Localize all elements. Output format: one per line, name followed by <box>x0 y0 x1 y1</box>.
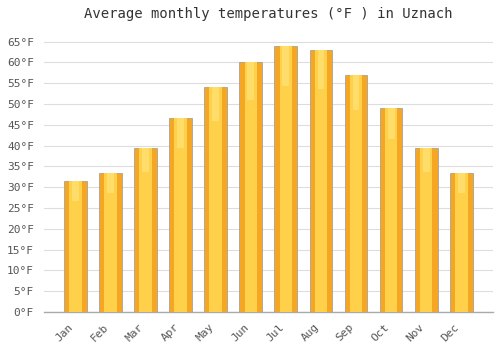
Title: Average monthly temperatures (°F ) in Uznach: Average monthly temperatures (°F ) in Uz… <box>84 7 452 21</box>
Bar <box>178 119 184 147</box>
Bar <box>244 62 257 312</box>
Bar <box>64 181 87 312</box>
Bar <box>415 148 438 312</box>
Bar <box>385 108 398 312</box>
Bar <box>422 148 430 172</box>
Bar <box>69 181 82 312</box>
Bar <box>274 46 297 312</box>
Bar <box>142 148 149 172</box>
Bar <box>107 173 114 194</box>
Bar <box>170 119 192 312</box>
Bar <box>104 173 117 312</box>
Bar <box>318 50 324 89</box>
Bar <box>134 148 157 312</box>
Bar <box>240 62 262 312</box>
Bar <box>99 173 122 312</box>
Bar <box>282 46 290 86</box>
Bar <box>310 50 332 312</box>
Bar <box>344 75 368 312</box>
Bar <box>420 148 432 312</box>
Bar <box>352 75 360 110</box>
Bar <box>72 181 79 201</box>
Bar <box>314 50 327 312</box>
Bar <box>174 119 187 312</box>
Bar <box>388 108 394 139</box>
Bar <box>248 62 254 100</box>
Bar <box>204 87 227 312</box>
Bar <box>455 173 468 312</box>
Bar <box>210 87 222 312</box>
Bar <box>450 173 472 312</box>
Bar <box>280 46 292 312</box>
Bar <box>458 173 464 194</box>
Bar <box>350 75 362 312</box>
Bar <box>212 87 219 121</box>
Bar <box>380 108 402 312</box>
Bar <box>140 148 152 312</box>
